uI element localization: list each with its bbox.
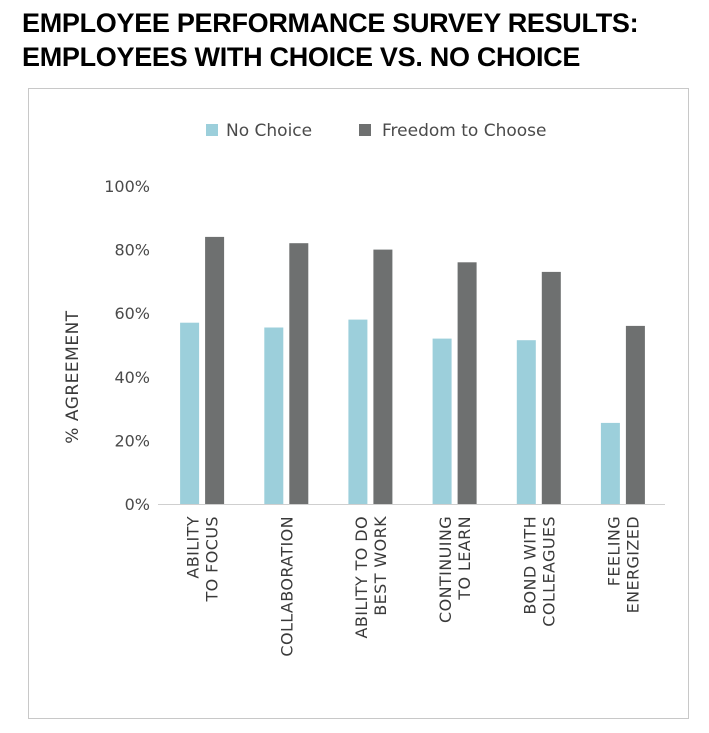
y-tick-label: 0% xyxy=(125,495,150,514)
y-axis-label: % AGREEMENT xyxy=(63,310,83,443)
x-tick-label-line: CONTINUING xyxy=(436,516,455,623)
legend-item: Freedom to Choose xyxy=(359,121,546,141)
bar xyxy=(432,338,452,504)
y-tick-label: 40% xyxy=(114,368,150,387)
title-line-1: EMPLOYEE PERFORMANCE SURVEY RESULTS: xyxy=(22,8,639,38)
legend-item: No Choice xyxy=(206,121,312,141)
bar xyxy=(625,325,645,504)
bar xyxy=(600,422,620,504)
bar xyxy=(541,271,561,504)
legend-label: No Choice xyxy=(226,121,312,141)
bar xyxy=(457,262,477,504)
x-tick-label: ABILITY TO FOCUS xyxy=(184,516,222,603)
y-tick-label: 60% xyxy=(114,304,150,323)
legend: No Choice Freedom to Choose xyxy=(206,121,546,141)
y-axis-ticks: 0% 20% 40% 60% 80% 100% xyxy=(104,177,150,514)
x-tick-label-line: BOND WITH xyxy=(520,516,539,615)
legend-swatch xyxy=(359,124,371,136)
bar xyxy=(289,243,309,504)
bar xyxy=(348,319,368,504)
x-tick-label: COLLABORATION xyxy=(277,516,296,657)
y-tick-label: 20% xyxy=(114,431,150,450)
x-tick-label-line: TO FOCUS xyxy=(203,516,222,603)
y-tick-label: 80% xyxy=(114,241,150,260)
x-tick-label-line: ABILITY xyxy=(184,516,203,579)
x-tick-label: FEELING ENERGIZED xyxy=(604,516,642,613)
y-tick-label: 100% xyxy=(104,177,150,196)
x-tick-label-line: ENERGIZED xyxy=(623,516,642,613)
page-title: EMPLOYEE PERFORMANCE SURVEY RESULTS: EMP… xyxy=(22,6,639,74)
title-line-2: EMPLOYEES WITH CHOICE VS. NO CHOICE xyxy=(22,42,581,72)
x-tick-label-line: COLLEAGUES xyxy=(539,516,558,627)
x-axis-ticks: ABILITY TO FOCUS COLLABORATION ABILITY TO D… xyxy=(184,516,643,657)
bar xyxy=(516,340,536,504)
bar xyxy=(264,327,284,504)
x-tick-label-line: COLLABORATION xyxy=(277,516,296,657)
x-tick-label-line: ABILITY TO DO xyxy=(352,516,371,638)
bar xyxy=(373,249,393,504)
x-tick-label-line: BEST WORK xyxy=(371,516,390,616)
bar xyxy=(205,236,225,504)
x-tick-label: BOND WITH COLLEAGUES xyxy=(520,516,558,627)
x-tick-label: CONTINUING TO LEARN xyxy=(436,516,474,623)
x-tick-label-line: TO LEARN xyxy=(455,516,474,601)
legend-swatch xyxy=(206,124,218,136)
bar xyxy=(180,322,200,504)
legend-label: Freedom to Choose xyxy=(382,121,546,141)
x-tick-label: ABILITY TO DO BEST WORK xyxy=(352,516,390,639)
bars xyxy=(180,236,645,504)
x-tick-label-line: FEELING xyxy=(604,516,623,586)
